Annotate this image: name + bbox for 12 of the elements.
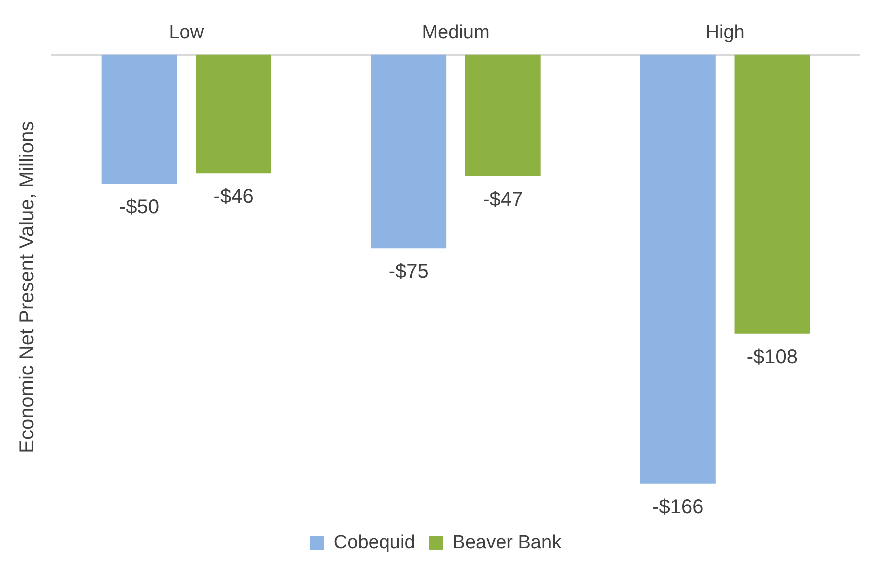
legend-label: Cobequid xyxy=(334,532,416,554)
data-label: -$108 xyxy=(746,346,798,368)
data-label: -$50 xyxy=(120,196,160,219)
legend-label: Beaver Bank xyxy=(452,532,562,554)
x-tick-label: Medium xyxy=(422,22,490,44)
data-label: -$47 xyxy=(483,188,524,211)
data-label: -$46 xyxy=(214,186,254,208)
y-axis-title: Economic Net Present Value, Millions xyxy=(16,121,39,454)
data-label: -$75 xyxy=(388,261,429,284)
x-tick-label: High xyxy=(706,22,745,44)
x-tick-label: Low xyxy=(169,22,204,44)
data-label: -$166 xyxy=(652,496,704,518)
